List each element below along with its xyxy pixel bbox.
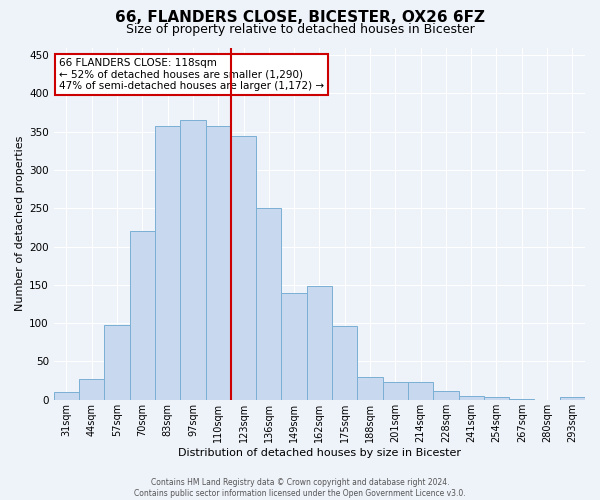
Bar — [383, 382, 408, 400]
Bar — [433, 390, 458, 400]
Bar — [281, 292, 307, 400]
Bar — [256, 208, 281, 400]
Bar — [104, 324, 130, 400]
Text: Contains HM Land Registry data © Crown copyright and database right 2024.
Contai: Contains HM Land Registry data © Crown c… — [134, 478, 466, 498]
Bar — [307, 286, 332, 400]
Bar — [332, 326, 358, 400]
Bar — [54, 392, 79, 400]
X-axis label: Distribution of detached houses by size in Bicester: Distribution of detached houses by size … — [178, 448, 461, 458]
Bar — [560, 398, 585, 400]
Text: 66, FLANDERS CLOSE, BICESTER, OX26 6FZ: 66, FLANDERS CLOSE, BICESTER, OX26 6FZ — [115, 10, 485, 25]
Bar — [130, 232, 155, 400]
Bar — [155, 126, 180, 400]
Bar — [231, 136, 256, 400]
Bar — [484, 396, 509, 400]
Bar — [509, 399, 535, 400]
Bar — [180, 120, 206, 400]
Bar — [206, 126, 231, 400]
Text: Size of property relative to detached houses in Bicester: Size of property relative to detached ho… — [125, 22, 475, 36]
Bar — [458, 396, 484, 400]
Text: 66 FLANDERS CLOSE: 118sqm
← 52% of detached houses are smaller (1,290)
47% of se: 66 FLANDERS CLOSE: 118sqm ← 52% of detac… — [59, 58, 324, 92]
Y-axis label: Number of detached properties: Number of detached properties — [15, 136, 25, 312]
Bar — [79, 379, 104, 400]
Bar — [358, 377, 383, 400]
Bar — [408, 382, 433, 400]
